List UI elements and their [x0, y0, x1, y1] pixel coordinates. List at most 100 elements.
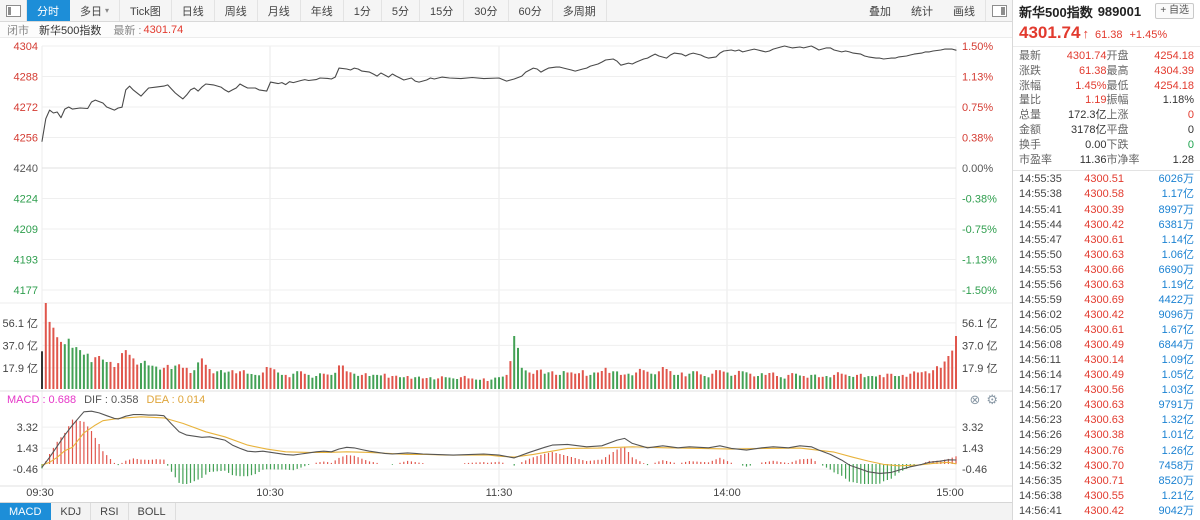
indicator-tabbar: MACD KDJ RSI BOLL	[0, 502, 1012, 520]
tick-time: 14:55:38	[1019, 188, 1062, 201]
time-axis-label: 09:30	[26, 487, 54, 499]
toolbar-tab-5min[interactable]: 5分	[382, 0, 421, 21]
tick-price: 4300.55	[1084, 489, 1124, 502]
tick-volume: 1.21亿	[1161, 489, 1194, 502]
svg-text:17.9 亿: 17.9 亿	[3, 362, 38, 375]
quote-code: 989001	[1097, 3, 1142, 19]
tick-row[interactable]: 14:55:44 4300.42 6381万	[1019, 218, 1194, 233]
tick-row[interactable]: 14:56:32 4300.70 7458万	[1019, 459, 1194, 474]
tick-row[interactable]: 14:56:11 4300.14 1.09亿	[1019, 353, 1194, 368]
quote-field-label: 市盈率	[1019, 153, 1052, 166]
tick-time: 14:56:26	[1019, 429, 1062, 442]
svg-text:4288: 4288	[14, 72, 38, 84]
svg-text:4177: 4177	[14, 285, 38, 297]
toolbar-tab-weekly[interactable]: 周线	[215, 0, 258, 21]
tick-row[interactable]: 14:55:50 4300.63 1.06亿	[1019, 248, 1194, 263]
price-change: 61.38	[1094, 29, 1123, 41]
svg-text:37.0 亿: 37.0 亿	[962, 339, 997, 352]
toolbar-tab-15min[interactable]: 15分	[420, 0, 465, 21]
tick-volume: 9096万	[1158, 308, 1194, 321]
tick-row[interactable]: 14:56:41 4300.42 9042万	[1019, 504, 1194, 519]
tick-row[interactable]: 14:55:38 4300.58 1.17亿	[1019, 187, 1194, 202]
quote-field-label: 最低	[1106, 79, 1129, 92]
toolbar-tab-minute[interactable]: 分时	[27, 0, 70, 21]
quote-field-value: 0	[1187, 138, 1194, 151]
tick-price: 4300.63	[1084, 399, 1124, 412]
panel-layout-icon	[991, 4, 1007, 17]
price-row: 4301.74 ↑ 61.38 +1.45%	[1013, 22, 1200, 47]
tool-statistics[interactable]: 统计	[911, 5, 933, 18]
tick-row[interactable]: 14:56:02 4300.42 9096万	[1019, 308, 1194, 323]
svg-text:0.00%: 0.00%	[962, 163, 993, 175]
tick-row[interactable]: 14:56:35 4300.71 8520万	[1019, 474, 1194, 489]
tick-row[interactable]: 14:55:47 4300.61 1.14亿	[1019, 233, 1194, 248]
toolbar-tab-1min[interactable]: 1分	[344, 0, 382, 21]
tick-row[interactable]: 14:56:17 4300.56 1.03亿	[1019, 383, 1194, 398]
svg-text:1.50%: 1.50%	[962, 41, 993, 53]
toolbar-tab-daily[interactable]: 日线	[172, 0, 215, 21]
tick-row[interactable]: 14:55:56 4300.63 1.19亿	[1019, 278, 1194, 293]
tick-time: 14:56:08	[1019, 339, 1062, 352]
tick-price: 4300.14	[1084, 354, 1124, 367]
tick-time: 14:56:32	[1019, 459, 1062, 472]
quote-field-value: 1.19	[1085, 94, 1107, 107]
toolbar-tab-tick[interactable]: Tick图	[120, 0, 172, 21]
svg-text:0.75%: 0.75%	[962, 102, 993, 114]
add-watchlist-button[interactable]: + 自选	[1155, 3, 1194, 19]
toolbar-tab-30min[interactable]: 30分	[464, 0, 509, 21]
toolbar-tab-multi-period[interactable]: 多周期	[553, 0, 607, 21]
svg-text:0.38%: 0.38%	[962, 133, 993, 145]
tick-time: 14:55:59	[1019, 293, 1062, 306]
tick-row[interactable]: 14:55:53 4300.66 6690万	[1019, 263, 1194, 278]
tick-row[interactable]: 14:56:20 4300.63 9791万	[1019, 398, 1194, 413]
tick-row[interactable]: 14:56:29 4300.76 1.26亿	[1019, 444, 1194, 459]
tick-row[interactable]: 14:55:41 4300.39 8997万	[1019, 203, 1194, 218]
quote-field-label: 开盘	[1106, 50, 1129, 62]
tick-row[interactable]: 14:56:08 4300.49 6844万	[1019, 338, 1194, 353]
quote-field-label: 振幅	[1106, 94, 1129, 107]
intraday-chart[interactable]: 4304 1.50% 4288 1.13% 4272 0.75% 4256 0.38% 4240…	[0, 38, 1012, 502]
time-axis: 09:30 10:30 11:30 14:00 15:00	[0, 487, 1012, 502]
tick-row[interactable]: 14:56:38 4300.55 1.21亿	[1019, 489, 1194, 504]
quote-field-value: 3178亿	[1071, 123, 1107, 136]
tick-row[interactable]: 14:56:14 4300.49 1.05亿	[1019, 368, 1194, 383]
tick-volume: 1.01亿	[1161, 429, 1194, 442]
indicator-tab-macd[interactable]: MACD	[0, 503, 52, 520]
tick-time: 14:56:35	[1019, 474, 1062, 487]
quote-field-label: 市净率	[1106, 153, 1140, 166]
tick-row[interactable]: 14:56:05 4300.61 1.67亿	[1019, 323, 1194, 338]
svg-text:-1.13%: -1.13%	[962, 255, 997, 267]
quote-field-value: 1.45%	[1075, 79, 1107, 92]
tick-row[interactable]: 14:56:26 4300.38 1.01亿	[1019, 428, 1194, 443]
toolbar-tab-60min[interactable]: 60分	[509, 0, 553, 21]
toolbar-tab-yearly[interactable]: 年线	[301, 0, 344, 21]
indicator-tab-rsi[interactable]: RSI	[91, 503, 129, 520]
tick-price: 4300.63	[1084, 414, 1124, 427]
market-status: 闭市	[7, 24, 29, 37]
tick-volume: 1.26亿	[1161, 444, 1194, 457]
tick-volume: 1.32亿	[1161, 414, 1194, 427]
tool-draw-line[interactable]: 画线	[953, 5, 975, 18]
indicator-tab-kdj[interactable]: KDJ	[51, 503, 92, 520]
toolbar-tab-multi-day[interactable]: 多日 ▾	[70, 0, 121, 21]
close-indicator-icon[interactable]: ⊗	[969, 391, 981, 407]
toolbar-spacer	[607, 0, 859, 21]
tool-overlay[interactable]: 叠加	[869, 5, 891, 18]
svg-text:3.32: 3.32	[962, 422, 983, 434]
tick-time: 14:56:02	[1019, 308, 1062, 321]
quote-field-value: 61.38	[1078, 64, 1107, 77]
panel-toggle-button[interactable]	[985, 0, 1012, 21]
tick-volume: 4422万	[1158, 293, 1194, 306]
indicator-settings-gear-icon[interactable]: ⚙	[986, 391, 998, 407]
layout-toggle-button[interactable]	[0, 0, 27, 21]
tick-row[interactable]: 14:55:35 4300.51 6026万	[1019, 172, 1194, 187]
tick-row[interactable]: 14:55:59 4300.69 4422万	[1019, 293, 1194, 308]
quote-field-value: 11.36	[1079, 153, 1107, 166]
svg-text:56.1 亿: 56.1 亿	[962, 317, 997, 330]
tick-row[interactable]: 14:56:23 4300.63 1.32亿	[1019, 413, 1194, 428]
quote-field-label: 涨跌	[1019, 64, 1041, 77]
indicator-tab-boll[interactable]: BOLL	[129, 503, 176, 520]
tick-time: 14:55:44	[1019, 218, 1062, 231]
toolbar-tab-monthly[interactable]: 月线	[258, 0, 301, 21]
price-change-pct: +1.45%	[1129, 29, 1168, 41]
